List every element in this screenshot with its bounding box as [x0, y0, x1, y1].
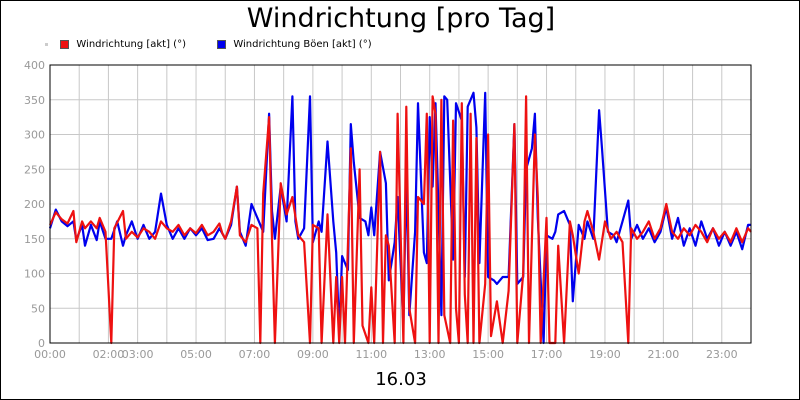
legend-label-windrichtung: Windrichtung [akt] (°) [76, 39, 186, 50]
series-line-windrichtung [49, 95, 752, 345]
x-tick-label: 17:00 [531, 348, 563, 361]
x-tick-label: 21:00 [648, 348, 680, 361]
x-tick-label: 05:00 [180, 348, 212, 361]
legend-item-windrichtung-boeen: Windrichtung Böen [akt] (°) [217, 39, 372, 50]
x-tick-label: 03:00 [122, 348, 154, 361]
legend: Windrichtung [akt] (°) Windrichtung Böen… [45, 39, 400, 51]
x-tick-label: 11:00 [355, 348, 387, 361]
y-tick-label: 400 [24, 59, 45, 72]
y-tick-label: 300 [24, 129, 45, 142]
x-tick-label: 09:00 [297, 348, 329, 361]
legend-marker-icon [45, 43, 48, 46]
legend-label-windrichtung-boeen: Windrichtung Böen [akt] (°) [233, 39, 372, 50]
chart-title: Windrichtung [pro Tag] [246, 3, 556, 34]
series-layer [48, 91, 752, 345]
y-tick-label: 150 [24, 233, 45, 246]
plot-border [49, 64, 752, 344]
x-tick-label: 19:00 [589, 348, 621, 361]
y-tick-label: 50 [31, 302, 45, 315]
y-tick-label: 100 [24, 268, 45, 281]
y-tick-label: 0 [38, 337, 45, 350]
x-axis-date-label: 16.03 [375, 369, 427, 390]
legend-swatch-blue [217, 39, 227, 49]
x-tick-label: 15:00 [472, 348, 504, 361]
legend-item-windrichtung: Windrichtung [akt] (°) [60, 39, 186, 50]
y-tick-label: 350 [24, 94, 45, 107]
y-tick-label: 200 [24, 198, 45, 211]
legend-swatch-red [60, 39, 70, 49]
y-tick-label: 250 [24, 163, 45, 176]
x-tick-label: 13:00 [414, 348, 446, 361]
x-tick-label: 23:00 [706, 348, 738, 361]
x-tick-label: 07:00 [239, 348, 271, 361]
x-tick-label: 00:00 [34, 348, 66, 361]
x-tick-label: 02:00 [93, 348, 125, 361]
y-axis-ticks: 0 50 100 150 200 250 300 350 400 [24, 59, 45, 350]
